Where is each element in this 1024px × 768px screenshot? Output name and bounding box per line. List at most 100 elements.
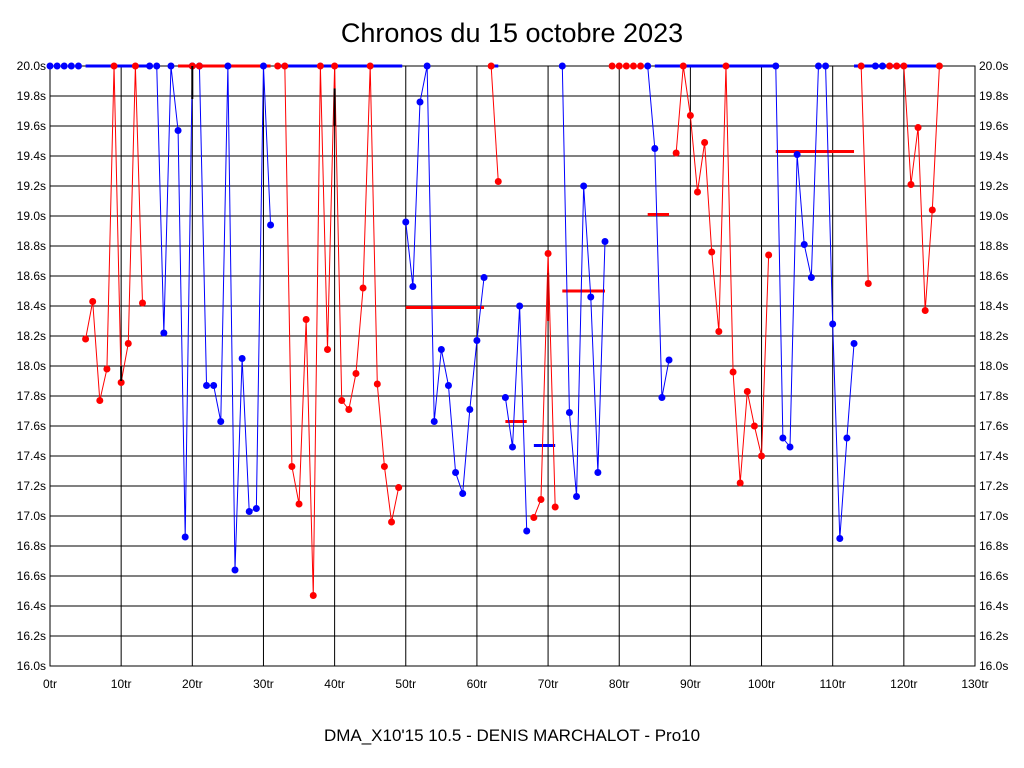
data-point xyxy=(615,62,623,70)
data-point xyxy=(565,409,573,416)
data-point xyxy=(331,62,339,70)
data-point xyxy=(629,62,637,70)
data-point xyxy=(160,329,168,337)
data-point xyxy=(46,62,54,70)
y-tick-label-left: 18.4s xyxy=(17,299,46,313)
y-tick-label-left: 19.8s xyxy=(17,89,46,103)
data-point xyxy=(139,299,146,307)
data-point xyxy=(928,206,936,214)
data-point xyxy=(587,293,595,301)
data-point xyxy=(395,484,403,491)
data-point xyxy=(480,274,488,281)
data-point xyxy=(651,145,659,152)
y-tick-label-left: 17.2s xyxy=(17,479,46,493)
data-point xyxy=(893,62,901,70)
data-point xyxy=(267,221,275,229)
data-point xyxy=(302,316,310,323)
data-point xyxy=(686,112,694,119)
data-point xyxy=(131,62,139,70)
data-point xyxy=(601,238,609,245)
x-tick-label: 40tr xyxy=(324,677,345,691)
data-point xyxy=(786,443,794,451)
data-point xyxy=(694,188,701,196)
grid xyxy=(49,65,976,667)
series-line xyxy=(405,65,485,494)
data-point xyxy=(224,62,232,70)
data-point xyxy=(181,533,189,541)
data-point xyxy=(409,283,417,290)
data-point xyxy=(416,98,424,106)
data-point xyxy=(715,328,723,335)
data-point xyxy=(516,302,524,310)
series-line xyxy=(675,65,770,484)
series-line xyxy=(277,65,400,596)
y-tick-label-left: 17.6s xyxy=(17,419,46,433)
data-point xyxy=(324,346,331,353)
data-point xyxy=(82,335,90,343)
data-point xyxy=(750,422,758,430)
y-tick-label-right: 16.2s xyxy=(979,629,1008,643)
series-line xyxy=(490,65,499,182)
x-tick-label: 90tr xyxy=(680,677,701,691)
x-tick-label: 0tr xyxy=(43,677,57,691)
data-point xyxy=(430,418,438,425)
data-point xyxy=(701,139,709,146)
data-point xyxy=(779,434,787,442)
series-line xyxy=(647,65,670,398)
y-tick-label-right: 16.4s xyxy=(979,599,1008,613)
data-point xyxy=(366,62,374,70)
series-line xyxy=(504,305,528,532)
x-tick-label: 20tr xyxy=(182,677,203,691)
data-point xyxy=(117,379,125,386)
data-point xyxy=(501,394,509,401)
data-point xyxy=(765,251,773,259)
data-point xyxy=(544,250,552,257)
data-point xyxy=(345,406,353,413)
data-point xyxy=(935,62,943,70)
data-point xyxy=(437,346,445,353)
data-point xyxy=(295,500,303,508)
y-tick-label-left: 18.2s xyxy=(17,329,46,343)
y-tick-label-right: 16.6s xyxy=(979,569,1008,583)
y-tick-label-right: 18.2s xyxy=(979,329,1008,343)
y-tick-label-right: 17.8s xyxy=(979,389,1008,403)
data-point xyxy=(96,397,104,404)
data-point xyxy=(722,62,730,70)
data-point xyxy=(203,382,211,389)
data-point xyxy=(523,527,531,535)
data-point xyxy=(608,62,616,70)
data-point xyxy=(644,62,652,70)
data-point xyxy=(708,248,716,256)
data-point xyxy=(452,469,460,476)
data-point xyxy=(146,62,154,70)
data-point xyxy=(843,434,851,442)
data-point xyxy=(288,463,296,470)
y-tick-label-right: 17.6s xyxy=(979,419,1008,433)
y-tick-label-left: 18.8s xyxy=(17,239,46,253)
data-point xyxy=(836,535,844,542)
y-tick-label-right: 20.0s xyxy=(979,59,1008,73)
x-tick-label: 50tr xyxy=(395,677,416,691)
data-point xyxy=(594,469,602,476)
data-point xyxy=(494,178,502,185)
y-tick-label-left: 19.6s xyxy=(17,119,46,133)
data-point xyxy=(124,340,132,347)
data-point xyxy=(74,62,82,70)
data-point xyxy=(281,62,289,70)
data-point xyxy=(637,62,645,70)
data-point xyxy=(252,505,260,512)
series-line xyxy=(860,65,869,284)
x-tick-label: 60tr xyxy=(467,677,488,691)
data-point xyxy=(423,62,431,70)
x-tick-label: 100tr xyxy=(748,677,775,691)
data-point xyxy=(729,368,737,376)
data-point xyxy=(822,62,830,70)
data-point xyxy=(487,62,495,70)
vertical-marks xyxy=(120,66,550,381)
data-point xyxy=(857,62,865,70)
data-point xyxy=(210,382,218,389)
data-point xyxy=(402,218,410,226)
data-point xyxy=(195,62,203,70)
data-point xyxy=(871,62,879,70)
